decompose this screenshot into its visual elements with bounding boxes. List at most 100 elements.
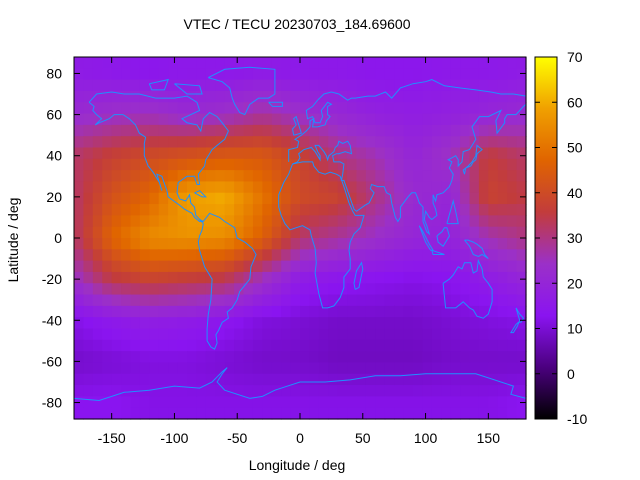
heatmap-cell [450,283,461,296]
heatmap-cell [516,260,527,273]
heatmap-cell [187,226,198,239]
heatmap-cell [121,102,132,115]
heatmap-cell [215,317,226,330]
heatmap-cell [337,57,348,69]
heatmap-cell [384,215,395,228]
heatmap-cell [422,238,433,250]
heatmap-cell [347,271,358,284]
heatmap-cell [196,113,207,126]
heatmap-cell [281,385,292,397]
heatmap-cell [111,136,122,149]
heatmap-cell [102,328,113,341]
heatmap-cell [102,385,113,397]
heatmap-cell [290,136,301,149]
heatmap-cell [403,113,414,126]
heatmap-cell [516,170,527,183]
heatmap-cell [224,396,235,409]
heatmap-cell [356,113,367,126]
heatmap-cell [92,68,103,81]
heatmap-cell [365,90,376,103]
heatmap-cell [281,226,292,239]
heatmap-cell [149,136,160,149]
heatmap-cell [224,192,235,205]
heatmap-cell [516,136,527,149]
heatmap-cell [422,102,433,115]
heatmap-cell [347,68,358,81]
heatmap-cell [130,113,141,126]
heatmap-cell [262,57,273,69]
heatmap-cell [441,283,452,296]
heatmap-cell [347,238,358,250]
heatmap-cell [450,249,461,262]
heatmap-cell [177,204,188,216]
heatmap-cell [168,328,179,341]
heatmap-cell [149,407,160,420]
heatmap-cell [441,271,452,284]
heatmap-cell [149,317,160,330]
heatmap-cell [281,102,292,115]
heatmap-cell [478,136,489,149]
heatmap-cell [309,283,320,296]
heatmap-cell [187,328,198,341]
heatmap-cell [384,407,395,420]
heatmap-cell [347,113,358,126]
heatmap-cell [92,249,103,262]
heatmap-cell [460,215,471,228]
heatmap-cell [469,339,480,352]
heatmap-cell [130,170,141,183]
heatmap-cell [403,396,414,409]
heatmap-cell [384,362,395,375]
heatmap-cell [243,305,254,318]
heatmap-cell [318,238,329,250]
heatmap-cell [92,158,103,171]
heatmap-cell [196,136,207,149]
heatmap-cell [469,68,480,81]
heatmap-cell [507,238,518,250]
heatmap-cell [422,147,433,160]
heatmap-cell [375,124,386,137]
heatmap-cell [130,317,141,330]
heatmap-cell [139,351,150,364]
heatmap-cell [384,294,395,307]
heatmap-cell [205,124,216,137]
heatmap-cell [337,124,348,137]
heatmap-cell [83,271,94,284]
heatmap-cell [121,328,132,341]
heatmap-cell [74,351,85,364]
heatmap-cell [187,124,198,137]
heatmap-cell [187,90,198,103]
heatmap-cell [516,147,527,160]
heatmap-cell [318,396,329,409]
heatmap-cell [290,113,301,126]
heatmap-cell [121,362,132,375]
heatmap-cell [460,124,471,137]
heatmap-cell [356,238,367,250]
colorbar-tick-label: 40 [567,185,583,201]
heatmap-cell [168,158,179,171]
heatmap-cell [234,373,245,386]
heatmap-cell [431,238,442,250]
heatmap-cell [252,192,263,205]
heatmap-cell [234,226,245,239]
heatmap-cell [431,90,442,103]
heatmap-cell [252,147,263,160]
heatmap-cell [384,317,395,330]
heatmap-cell [375,283,386,296]
heatmap-cell [384,158,395,171]
x-tick-label: 0 [296,430,304,446]
heatmap-cell [262,317,273,330]
heatmap-cell [328,339,339,352]
heatmap-cell [318,181,329,194]
heatmap-cell [431,339,442,352]
heatmap-cell [149,339,160,352]
heatmap-cell [234,294,245,307]
heatmap-cell [262,238,273,250]
heatmap-cell [234,192,245,205]
heatmap-cell [488,238,499,250]
heatmap-cell [507,90,518,103]
heatmap-cell [497,373,508,386]
heatmap-cell [281,90,292,103]
heatmap-cell [516,113,527,126]
heatmap-cell [177,351,188,364]
heatmap-cell [384,124,395,137]
